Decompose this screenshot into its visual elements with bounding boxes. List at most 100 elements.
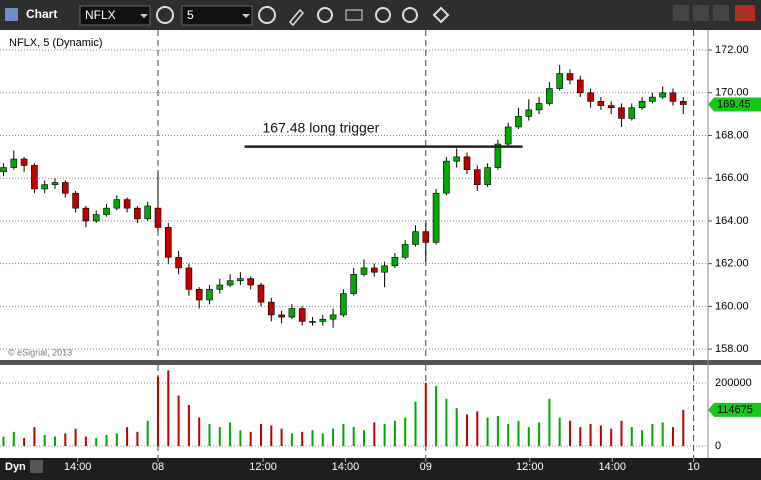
candle-body (92, 214, 100, 222)
candle-body (309, 321, 316, 323)
volume-bar (445, 398, 448, 447)
volume-panel (0, 365, 761, 458)
y-tick-label: 160.00 (715, 300, 749, 312)
volume-bar (115, 433, 118, 447)
candle-body (432, 192, 440, 243)
candle-body (618, 107, 625, 119)
volume-bar (84, 436, 87, 447)
volume-bar (651, 423, 654, 447)
play-icon[interactable] (375, 7, 391, 23)
toolbar-title: Chart (26, 7, 57, 21)
last-volume-label: 114675 (717, 404, 753, 416)
volume-bar (208, 423, 211, 447)
candle-body (72, 192, 79, 209)
refresh-icon[interactable] (317, 7, 333, 23)
volume-bar (496, 416, 499, 447)
last-volume-tag (708, 402, 761, 417)
volume-bar (167, 370, 170, 447)
symbol[interactable]: NFLX (85, 8, 116, 22)
volume-bar (548, 398, 551, 447)
candle-body (41, 184, 49, 190)
candle-body (628, 107, 636, 119)
volume-bar (311, 430, 314, 447)
volume-bar (259, 423, 262, 447)
candle-body (494, 143, 502, 168)
candle-body (103, 207, 110, 215)
volume-bar (126, 427, 129, 447)
menu-button[interactable] (673, 5, 689, 21)
alert-icon[interactable] (402, 7, 418, 23)
volume-bar (2, 436, 5, 447)
candle-body (463, 156, 471, 170)
price-panel (0, 30, 761, 360)
volume-bar (414, 401, 417, 447)
link-icon[interactable] (432, 6, 450, 24)
volume-bar (187, 405, 190, 447)
volume-bar (404, 417, 407, 447)
candle-body (381, 265, 388, 273)
volume-bar (455, 408, 458, 447)
interval[interactable]: 5 (187, 8, 194, 22)
x-tick-label: 10 (687, 461, 699, 473)
candle-body (329, 314, 337, 320)
volume-bar (332, 428, 335, 447)
candle-body (473, 169, 481, 185)
symbol-box[interactable] (79, 5, 151, 26)
time-icon[interactable] (258, 6, 276, 24)
chart-title: NFLX, 5 (Dynamic) (9, 37, 103, 49)
candle-body (669, 92, 677, 102)
last-price-tag (708, 97, 761, 112)
time-axis (0, 458, 761, 480)
x-tick-label: 08 (152, 461, 164, 473)
maximize-button[interactable] (713, 5, 729, 21)
close-button[interactable] (735, 5, 755, 21)
candle-body (556, 73, 563, 89)
volume-bar (661, 422, 664, 447)
candle-body (412, 231, 419, 245)
volume-bar (270, 425, 273, 447)
minimize-button[interactable] (693, 5, 709, 21)
interval-box[interactable] (181, 5, 253, 26)
candle-body (679, 101, 687, 105)
volume-bar (507, 423, 510, 447)
volume-bar (74, 428, 77, 447)
volume-bar (373, 422, 376, 447)
volume-bar (641, 430, 644, 447)
volume-bar (301, 431, 304, 447)
volume-bar (12, 431, 15, 447)
candle-body (340, 293, 347, 316)
candle-body (288, 308, 296, 318)
dropdown-arrow[interactable] (140, 14, 148, 18)
study-icon[interactable] (345, 9, 363, 21)
candle-body (226, 280, 234, 286)
candle-body (247, 278, 254, 286)
candle-body (10, 158, 18, 168)
candle-body (443, 160, 450, 194)
candle-body (453, 156, 460, 162)
candle-body (134, 207, 141, 220)
volume-bar (630, 427, 633, 447)
candle-body (237, 278, 244, 282)
candle-body (597, 101, 605, 106)
candle-body (350, 274, 357, 294)
volume-bar (33, 427, 36, 447)
dropdown-arrow[interactable] (242, 14, 250, 18)
volume-bar (620, 420, 623, 447)
candle-body (484, 167, 491, 185)
panel-label: Dyn (5, 461, 26, 473)
draw-icon[interactable] (288, 8, 305, 27)
volume-bar (527, 427, 530, 447)
volume-bar (393, 420, 396, 447)
candle-body (206, 289, 213, 301)
volume-bar (517, 420, 520, 447)
candle-body (391, 256, 399, 267)
candle-body (51, 182, 59, 185)
y-tick-label: 172.00 (715, 44, 749, 56)
volume-bar (146, 420, 149, 447)
settings-icon[interactable] (156, 6, 174, 24)
volume-bar (682, 409, 685, 447)
volume-bar (249, 431, 252, 447)
panel-button[interactable] (30, 460, 43, 473)
volume-bar (476, 411, 479, 447)
volume-bar (218, 427, 221, 447)
